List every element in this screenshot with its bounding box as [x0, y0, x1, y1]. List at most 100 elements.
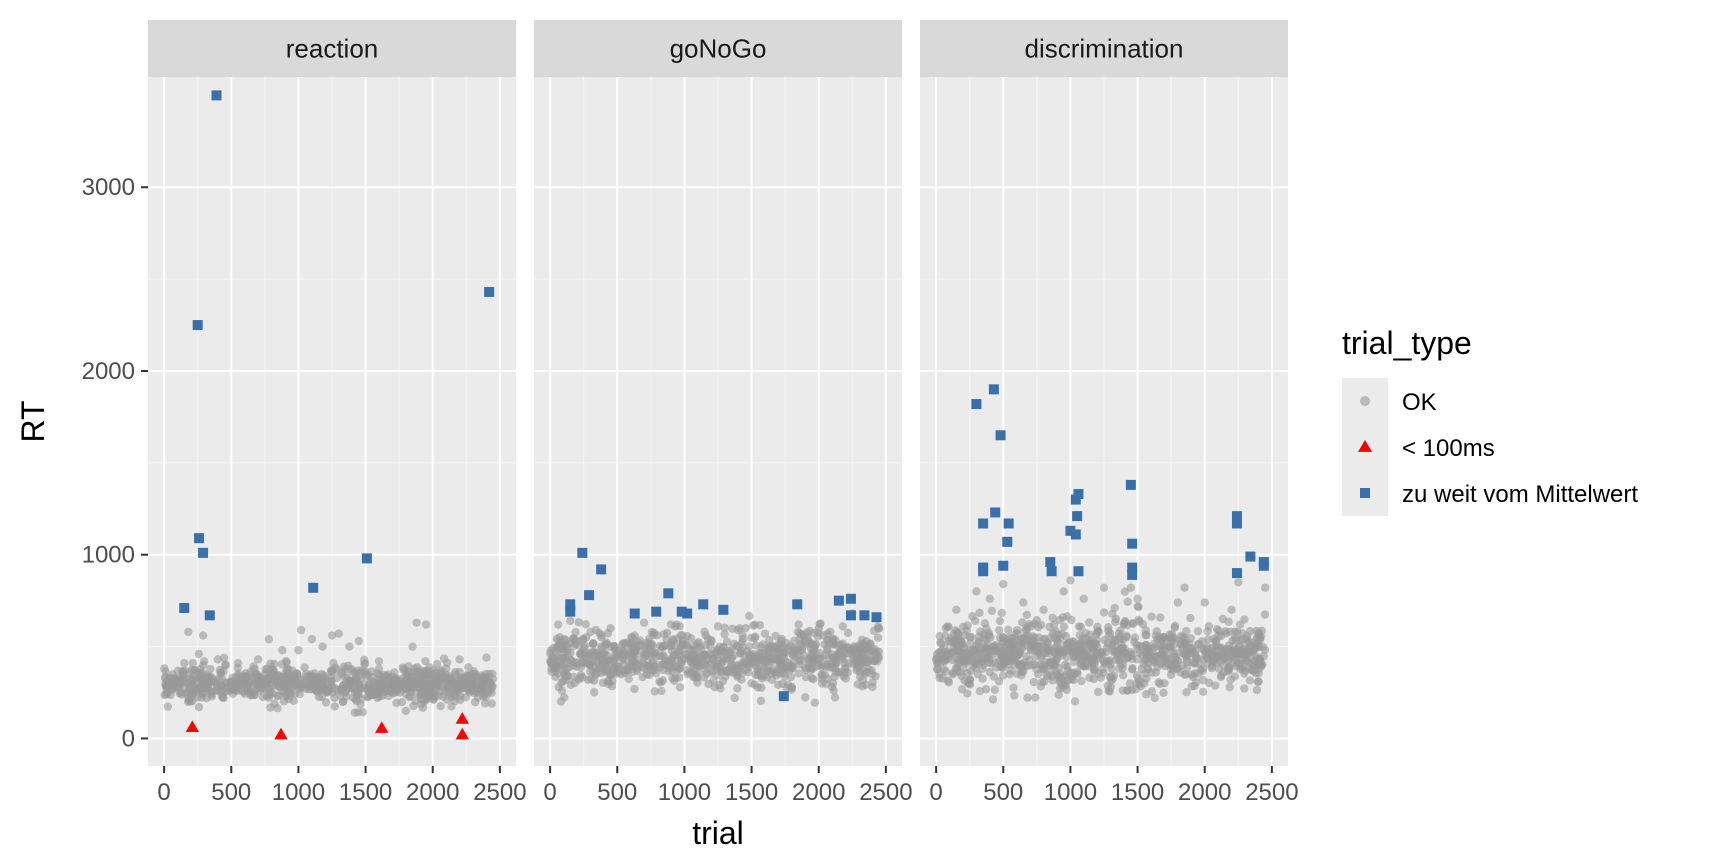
point-ok-goNoGo-o5: [666, 620, 676, 629]
point-ok-discrimination-992: [1252, 685, 1262, 695]
point-ok-discrimination-936: [1240, 615, 1249, 624]
point-lt100-reaction-2: [375, 721, 389, 733]
point-ok-discrimination-925: [1079, 651, 1089, 660]
point-ok-goNoGo-580: [650, 687, 659, 696]
point-ok-reaction-o2: [194, 703, 204, 712]
point-ok-discrimination-700: [1104, 623, 1113, 632]
point-ok-reaction-863: [401, 677, 410, 687]
point-ok-goNoGo-794: [651, 648, 660, 658]
point-ok-discrimination-813: [1182, 688, 1191, 697]
point-ok-reaction-845: [364, 680, 374, 689]
point-ok-reaction-867: [247, 690, 257, 699]
point-ok-goNoGo-162: [745, 642, 754, 651]
point-ok-discrimination-898: [1170, 623, 1179, 632]
point-ok-reaction-797: [487, 699, 496, 708]
point-ok-discrimination-931: [975, 648, 984, 658]
point-ok-discrimination-961: [936, 638, 945, 647]
point-far-goNoGo-8: [676, 606, 687, 617]
series-ok-discrimination: [931, 576, 1270, 706]
point-ok-discrimination-771: [1102, 643, 1112, 652]
point-ok-discrimination-736: [1126, 648, 1135, 657]
point-ok-goNoGo-877: [837, 651, 846, 660]
point-ok-goNoGo-718: [729, 651, 738, 660]
point-ok-reaction-600: [367, 667, 376, 676]
point-ok-discrimination-971: [1093, 627, 1102, 636]
point-ok-discrimination-985: [943, 622, 952, 631]
point-ok-discrimination-798: [1201, 651, 1210, 660]
point-ok-goNoGo-892: [765, 656, 775, 666]
point-ok-discrimination-800: [1004, 625, 1013, 635]
point-ok-reaction-822: [425, 663, 434, 672]
point-ok-reaction-233: [163, 702, 173, 711]
x-tick-label-discrimination-2500: 2500: [1245, 779, 1298, 806]
point-ok-discrimination-866: [997, 662, 1007, 672]
x-tick-label-discrimination-2000: 2000: [1178, 779, 1231, 806]
point-far-discrimination-15: [1072, 511, 1083, 522]
point-ok-discrimination-977: [1054, 664, 1064, 673]
point-ok-goNoGo-740: [604, 679, 613, 689]
point-ok-discrimination-235: [1224, 617, 1233, 626]
point-ok-discrimination-817: [1076, 622, 1086, 632]
point-ok-discrimination-927: [1220, 653, 1229, 663]
point-ok-discrimination-532: [965, 639, 975, 648]
point-ok-reaction-860: [442, 695, 452, 704]
point-ok-reaction-762: [187, 697, 197, 706]
point-ok-goNoGo-886: [829, 640, 838, 649]
point-ok-discrimination-636: [1153, 662, 1162, 672]
point-ok-reaction-854: [481, 673, 491, 683]
point-ok-reaction-761: [277, 660, 287, 669]
point-ok-discrimination-759: [969, 661, 978, 671]
point-ok-discrimination-887: [1176, 668, 1185, 677]
point-ok-discrimination-840: [1142, 690, 1151, 699]
point-ok-reaction-795: [483, 688, 493, 697]
point-ok-goNoGo-883: [874, 647, 883, 656]
point-far-reaction-4: [198, 547, 209, 558]
point-ok-goNoGo-442: [589, 639, 598, 649]
point-ok-reaction-892: [317, 676, 327, 686]
point-ok-goNoGo-891: [756, 653, 765, 663]
point-ok-goNoGo-744: [675, 683, 685, 692]
point-ok-discrimination-431: [995, 616, 1005, 626]
point-far-reaction-8: [484, 286, 495, 297]
point-ok-goNoGo-885: [864, 644, 873, 653]
point-ok-goNoGo-155: [741, 623, 750, 633]
point-ok-goNoGo-895: [633, 641, 642, 650]
point-ok-reaction-885: [178, 667, 187, 676]
point-ok-goNoGo-549: [683, 632, 692, 641]
point-ok-goNoGo-o8: [733, 625, 743, 635]
point-ok-discrimination-984: [1189, 649, 1199, 659]
point-ok-reaction-o5: [233, 658, 243, 668]
point-far-goNoGo-3: [584, 590, 595, 601]
point-ok-discrimination-916: [1195, 639, 1204, 649]
point-ok-goNoGo-282: [771, 631, 780, 641]
point-ok-reaction-624: [329, 658, 338, 668]
point-ok-discrimination-815: [945, 637, 954, 647]
point-ok-goNoGo-773: [802, 628, 812, 637]
point-ok-reaction-o17: [354, 636, 364, 646]
point-ok-goNoGo-656: [676, 631, 686, 640]
point-ok-discrimination-743: [1013, 629, 1022, 638]
point-ok-reaction-855: [458, 684, 467, 693]
point-ok-reaction-776: [260, 669, 269, 679]
point-ok-reaction-o0: [180, 658, 189, 668]
legend: trial_type OK < 100ms zu weit vom Mittelwer…: [1342, 325, 1638, 516]
point-ok-goNoGo-71: [794, 669, 803, 678]
x-tick-label-discrimination-0: 0: [929, 779, 942, 806]
point-ok-discrimination-952: [999, 638, 1008, 647]
point-ok-discrimination-988: [1038, 661, 1047, 670]
strip-label-goNoGo: goNoGo: [670, 34, 767, 64]
point-ok-discrimination-955: [1017, 663, 1027, 672]
point-far-discrimination-17: [1073, 566, 1084, 577]
point-ok-reaction-435: [283, 664, 292, 673]
point-ok-goNoGo-889: [674, 647, 683, 656]
point-ok-goNoGo-785: [579, 654, 588, 663]
point-ok-reaction-842: [326, 673, 335, 683]
point-ok-reaction-896: [462, 671, 471, 681]
point-ok-goNoGo-778: [843, 642, 852, 652]
point-ok-reaction-o1: [184, 627, 193, 637]
point-ok-discrimination-600: [975, 608, 984, 618]
point-ok-discrimination-975: [1236, 646, 1245, 656]
point-ok-reaction-893: [349, 684, 358, 693]
point-ok-discrimination-203: [1012, 669, 1022, 678]
